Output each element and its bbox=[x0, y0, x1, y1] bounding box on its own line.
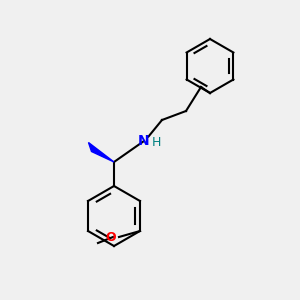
Text: O: O bbox=[105, 230, 116, 244]
Text: N: N bbox=[138, 134, 150, 148]
Polygon shape bbox=[88, 142, 114, 162]
Text: H: H bbox=[151, 136, 161, 149]
